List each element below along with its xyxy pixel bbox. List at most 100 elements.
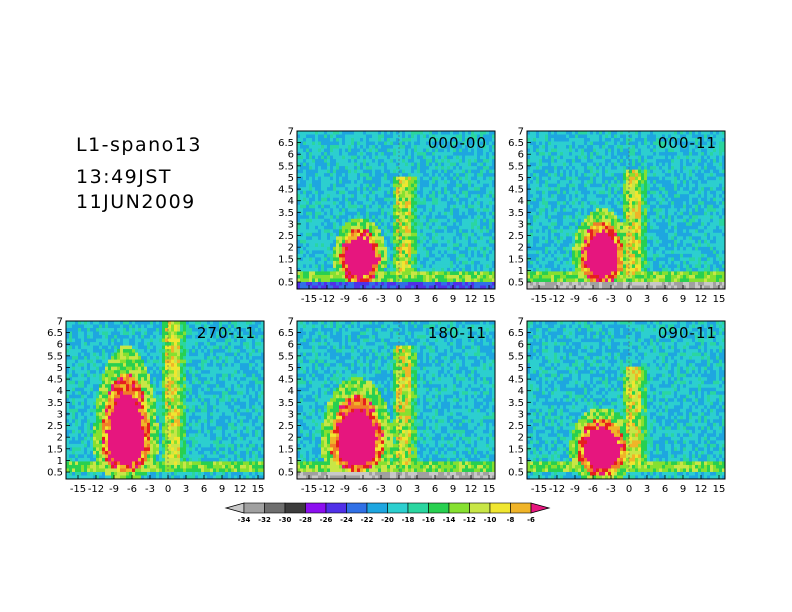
heatmap-cell bbox=[417, 148, 421, 153]
heatmap-cell bbox=[632, 159, 636, 163]
heatmap-cell bbox=[438, 215, 442, 220]
heatmap-cell bbox=[399, 208, 403, 213]
heatmap-cell bbox=[348, 271, 352, 276]
heatmap-cell bbox=[551, 159, 555, 163]
heatmap-cell bbox=[318, 243, 322, 248]
heatmap-cell bbox=[638, 131, 642, 135]
heatmap-cell bbox=[330, 169, 334, 174]
heatmap-cell bbox=[527, 201, 531, 206]
heatmap-cell bbox=[300, 211, 304, 216]
heatmap-cell bbox=[632, 267, 636, 272]
heatmap-cell bbox=[536, 267, 540, 272]
heatmap-cell bbox=[483, 271, 487, 276]
heatmap-cell bbox=[611, 246, 615, 251]
heatmap-cell bbox=[644, 267, 648, 272]
heatmap-cell bbox=[462, 169, 466, 174]
heatmap-cell bbox=[321, 208, 325, 213]
heatmap-cell bbox=[363, 201, 367, 206]
heatmap-cell bbox=[306, 264, 310, 269]
heatmap-cell bbox=[456, 148, 460, 153]
heatmap-cell bbox=[536, 145, 540, 149]
heatmap-cell bbox=[641, 236, 645, 241]
x-tick-label: -9 bbox=[340, 294, 350, 305]
panel-000-11: 000-11-15 -12 -9 -6 -3 0 3 6 9 12 150.511.522.533.… bbox=[508, 127, 726, 305]
heatmap-cell bbox=[453, 141, 457, 146]
heatmap-cell bbox=[381, 201, 385, 206]
heatmap-cell bbox=[542, 183, 546, 188]
heatmap-cell bbox=[578, 159, 582, 163]
heatmap-cell bbox=[468, 215, 472, 220]
heatmap-cell bbox=[462, 274, 466, 279]
heatmap-cell bbox=[300, 204, 304, 209]
heatmap-cell bbox=[614, 250, 618, 255]
heatmap-cell bbox=[435, 183, 439, 188]
heatmap-cell bbox=[599, 180, 603, 185]
heatmap-cell bbox=[596, 141, 600, 146]
heatmap-cell bbox=[450, 183, 454, 188]
heatmap-cell bbox=[354, 246, 358, 251]
heatmap-cell bbox=[309, 141, 313, 146]
heatmap-cell bbox=[638, 257, 642, 262]
heatmap-cell bbox=[566, 208, 570, 213]
heatmap-cell bbox=[306, 176, 310, 181]
heatmap-cell bbox=[417, 187, 421, 192]
heatmap-cell bbox=[638, 218, 642, 223]
heatmap-cell bbox=[611, 208, 615, 213]
heatmap-cell bbox=[593, 176, 597, 181]
heatmap-cell bbox=[551, 166, 555, 171]
heatmap-cell bbox=[399, 281, 403, 286]
heatmap-cell bbox=[468, 271, 472, 276]
heatmap-cell bbox=[623, 225, 627, 230]
heatmap-cell bbox=[435, 278, 439, 283]
heatmap-cell bbox=[575, 204, 579, 209]
heatmap-cell bbox=[372, 169, 376, 174]
heatmap-cell bbox=[474, 222, 478, 227]
heatmap-cell bbox=[330, 145, 334, 149]
heatmap-cell bbox=[465, 169, 469, 174]
heatmap-cell bbox=[321, 222, 325, 227]
heatmap-cell bbox=[321, 281, 325, 286]
heatmap-cell bbox=[572, 197, 576, 202]
heatmap-cell bbox=[342, 239, 346, 244]
heatmap-cell bbox=[441, 197, 445, 202]
heatmap-cell bbox=[527, 180, 531, 185]
heatmap-cell bbox=[435, 218, 439, 223]
heatmap-cell bbox=[477, 239, 481, 244]
heatmap-cell bbox=[566, 239, 570, 244]
heatmap-cell bbox=[345, 152, 349, 156]
heatmap-cell bbox=[545, 155, 549, 160]
heatmap-cell bbox=[312, 169, 316, 174]
heatmap-cell bbox=[357, 215, 361, 220]
heatmap-cell bbox=[614, 148, 618, 153]
heatmap-cell bbox=[408, 229, 412, 234]
heatmap-cell bbox=[471, 274, 475, 279]
heatmap-cell bbox=[653, 264, 657, 269]
heatmap-cell bbox=[441, 208, 445, 213]
heatmap-cell bbox=[608, 260, 612, 265]
heatmap-cell bbox=[650, 211, 654, 216]
heatmap-cell bbox=[641, 274, 645, 279]
heatmap-cell bbox=[456, 169, 460, 174]
heatmap-cell bbox=[342, 190, 346, 195]
heatmap-cell bbox=[542, 131, 546, 135]
heatmap-cell bbox=[438, 204, 442, 209]
heatmap-cell bbox=[441, 285, 445, 290]
heatmap-cell bbox=[492, 152, 496, 156]
heatmap-cell bbox=[324, 222, 328, 227]
heatmap-cell bbox=[423, 285, 427, 290]
heatmap-cell bbox=[381, 246, 385, 251]
heatmap-cell bbox=[447, 155, 451, 160]
heatmap-cell bbox=[366, 173, 370, 178]
heatmap-cell bbox=[324, 169, 328, 174]
heatmap-cell bbox=[474, 201, 478, 206]
heatmap-cell bbox=[477, 281, 481, 286]
heatmap-cell bbox=[486, 229, 490, 234]
heatmap-cell bbox=[306, 278, 310, 283]
heatmap-cell bbox=[360, 183, 364, 188]
heatmap-cell bbox=[411, 264, 415, 269]
heatmap-cell bbox=[441, 176, 445, 181]
heatmap-cell bbox=[417, 236, 421, 241]
heatmap-cell bbox=[426, 162, 430, 167]
heatmap-cell bbox=[453, 138, 457, 142]
heatmap-cell bbox=[569, 264, 573, 269]
